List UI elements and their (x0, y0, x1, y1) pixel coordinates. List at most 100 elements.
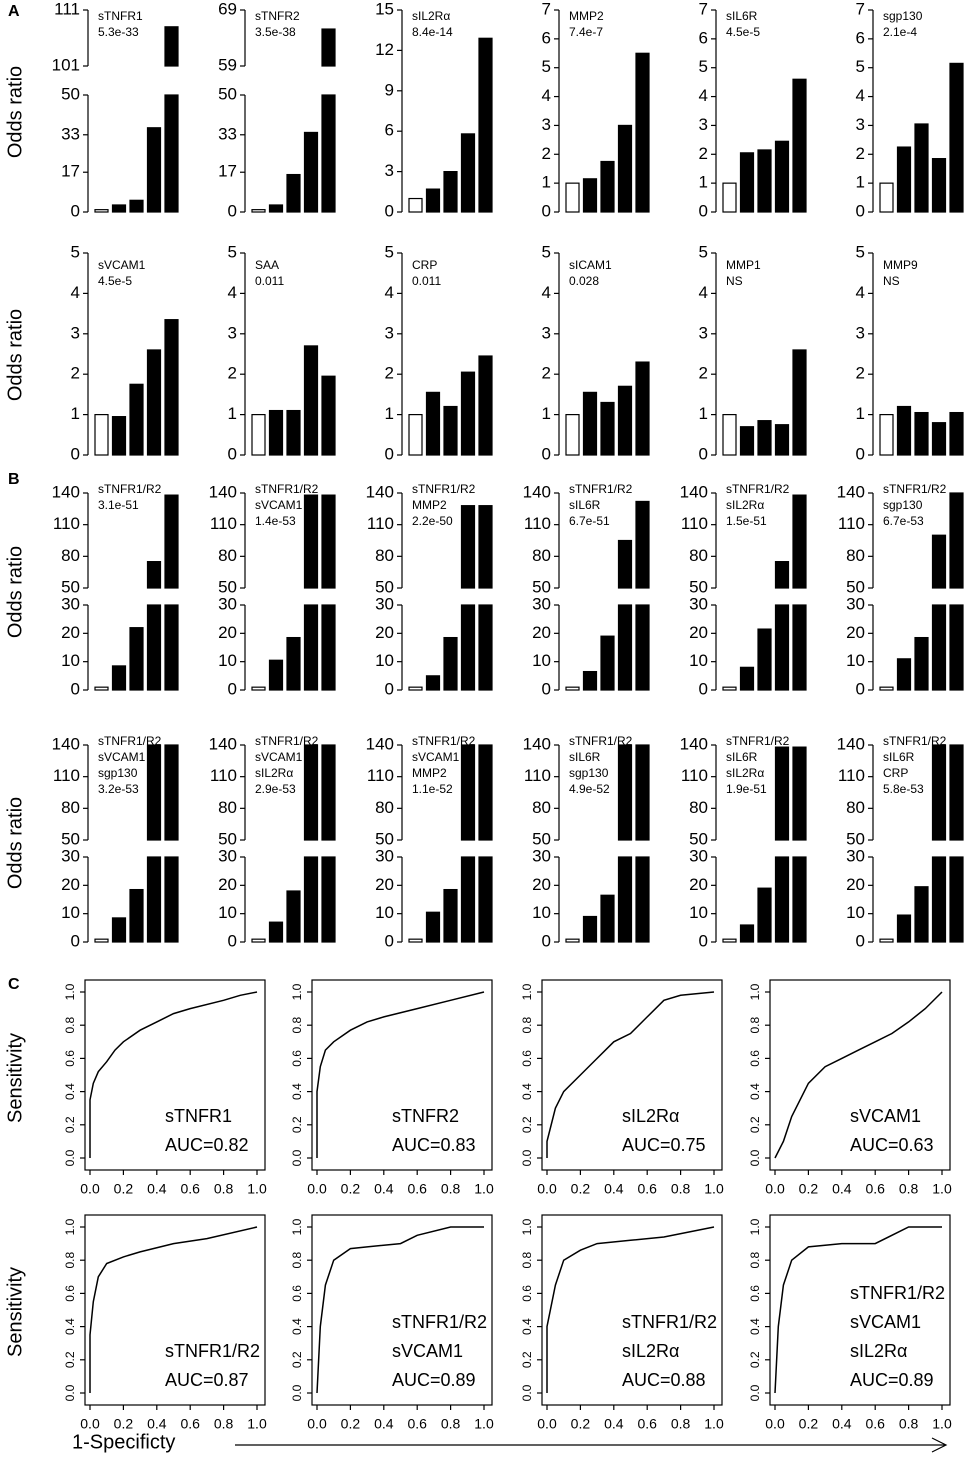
bar-segment (739, 924, 755, 943)
y-tick-label: 50 (846, 577, 865, 596)
annotation: sTNFR1/R2 (98, 734, 162, 748)
bar (931, 158, 947, 213)
y-tick-label: 3 (699, 323, 708, 342)
bar-segment (146, 127, 162, 213)
annotation: sIL2Rα (726, 766, 764, 780)
annotation: sVCAM1 (412, 750, 460, 764)
x-tick-label: 0.4 (147, 1181, 167, 1197)
bar-segment (111, 416, 127, 456)
y-tick-label: 5 (542, 242, 551, 261)
bar-segment (635, 52, 650, 213)
annotation: 2.2e-50 (412, 514, 453, 528)
y-tick-label: 0 (699, 444, 708, 463)
bar-segment (164, 319, 179, 456)
bar-segment (408, 414, 423, 456)
x-tick-label: 0.2 (799, 1416, 819, 1432)
bar-segment (722, 182, 737, 213)
bar-segment (146, 744, 162, 841)
bar-segment (914, 636, 929, 691)
bar (321, 494, 336, 691)
y-tick-label: 140 (680, 734, 708, 753)
plot-frame (541, 1214, 723, 1406)
bar (774, 140, 790, 213)
bar-segment (931, 534, 947, 589)
y-tick-label: 10 (375, 903, 394, 922)
bar (303, 494, 319, 691)
y-tick-label: 111 (54, 0, 80, 18)
annotation: sVCAM1 (98, 258, 146, 272)
bar-segment (460, 604, 476, 691)
y-tick-label: 140 (366, 482, 394, 501)
bar (617, 124, 633, 213)
y-tick-label: 0.2 (520, 1351, 534, 1368)
bar-segment (792, 494, 807, 589)
annotation: MMP1 (726, 258, 761, 272)
bar-segment (478, 37, 493, 213)
y-tick-label: 0.8 (748, 1017, 762, 1034)
bar-segment (565, 686, 580, 691)
y-tick-label: 10 (375, 651, 394, 670)
annotation: NS (726, 274, 743, 288)
y-tick-label: 30 (532, 594, 551, 613)
bar-segment (879, 938, 894, 943)
bar-segment (164, 94, 179, 213)
y-tick-label: 1 (856, 404, 865, 423)
annotation: 4.5e-5 (726, 25, 760, 39)
bar-segment (774, 140, 790, 213)
x-tick-label: 0.4 (832, 1181, 852, 1197)
bar-segment (146, 349, 162, 456)
bar-segment (94, 209, 109, 213)
bar-segment (949, 604, 964, 691)
bar-segment (443, 636, 458, 691)
x-tick-label: 0.0 (80, 1416, 100, 1432)
bar (425, 911, 441, 943)
annotation: sTNFR2 (392, 1106, 459, 1126)
bar (914, 636, 929, 691)
bar (896, 405, 912, 456)
y-tick-label: 2 (856, 144, 865, 163)
bar (164, 319, 179, 456)
y-tick-label: 110 (210, 514, 237, 533)
x-tick-label: 1.0 (247, 1181, 267, 1197)
bar-segment (408, 686, 423, 691)
annotation: MMP9 (883, 258, 918, 272)
x-tick-label: 0.6 (407, 1416, 427, 1432)
y-tick-label: 20 (689, 875, 708, 894)
bar (129, 199, 144, 213)
y-tick-label: 0 (71, 931, 80, 950)
bar-segment (931, 422, 947, 456)
bar (408, 938, 423, 943)
y-tick-label: 0.0 (290, 1384, 304, 1401)
y-tick-label: 3 (856, 323, 865, 342)
bar-segment (792, 856, 807, 943)
annotation: sTNFR2 (255, 9, 300, 23)
y-tick-label: 10 (532, 651, 551, 670)
y-tick-label: 17 (218, 162, 237, 181)
y-axis-label: Odds ratio (4, 797, 26, 889)
x-tick-label: 0.8 (899, 1416, 919, 1432)
bar-segment (617, 744, 633, 841)
bar (879, 938, 894, 943)
bar (111, 917, 127, 943)
plot-frame (769, 1214, 951, 1406)
bar (268, 204, 284, 213)
y-tick-label: 33 (218, 124, 237, 143)
bar (164, 494, 179, 691)
bar-segment (722, 938, 737, 943)
x-tick-label: 0.6 (637, 1416, 657, 1432)
x-tick-label: 0.4 (604, 1181, 624, 1197)
bar-segment (600, 635, 615, 691)
bar-segment (321, 856, 336, 943)
y-tick-label: 80 (532, 798, 551, 817)
y-tick-label: 1 (699, 173, 708, 192)
y-tick-label: 50 (61, 829, 80, 848)
y-tick-label: 0 (228, 201, 237, 220)
y-tick-label: 0 (228, 931, 237, 950)
bar-segment (164, 494, 179, 589)
x-tick-label: 1.0 (247, 1416, 267, 1432)
bar (600, 635, 615, 691)
bar (722, 938, 737, 943)
bar (111, 204, 127, 213)
bar (931, 744, 947, 943)
bar (757, 887, 772, 943)
